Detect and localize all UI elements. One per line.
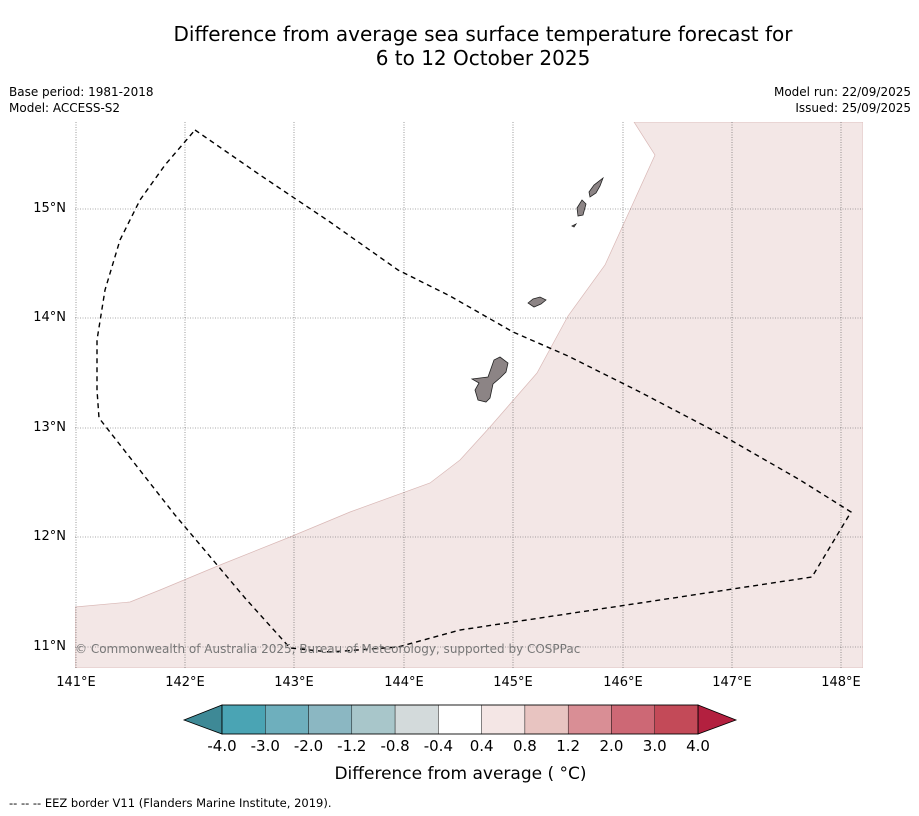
colorbar-title: Difference from average ( °C)	[334, 764, 587, 784]
lon-label-141e: 141°E	[56, 675, 96, 690]
meta-right: Model run: 22/09/2025 Issued: 25/09/2025	[774, 84, 911, 116]
colorbar-tick-label: 0.8	[512, 737, 537, 755]
island-rota	[527, 296, 547, 308]
colorbar-extend-high	[697, 704, 738, 735]
lat-label-15n: 15°N	[33, 201, 66, 216]
colorbar	[182, 704, 738, 735]
colorbar-box	[394, 704, 439, 735]
colorbar-box	[265, 704, 309, 735]
lon-label-146e: 146°E	[603, 675, 643, 690]
colorbar-box	[308, 704, 353, 735]
colorbar-box	[481, 704, 526, 735]
model-run: Model run: 22/09/2025	[773, 85, 911, 99]
colorbar-extend-low	[182, 704, 223, 735]
colorbar-tick-label: 2.0	[599, 737, 624, 755]
colorbar-box	[524, 704, 569, 735]
model-name: Model: ACCESS-S2	[9, 101, 121, 115]
island-tinian	[576, 199, 587, 217]
colorbar-box	[221, 704, 266, 735]
lat-label-11n: 11°N	[33, 639, 66, 654]
colorbar-box	[611, 704, 655, 735]
colorbar-outline	[221, 704, 699, 735]
colorbar-box	[438, 704, 482, 735]
eez-footnote: -- -- -- EEZ border V11 (Flanders Marine…	[9, 796, 332, 810]
lat-label-13n: 13°N	[33, 420, 66, 435]
colorbar-tick-label: 1.2	[556, 737, 581, 755]
title-line-1: Difference from average sea surface temp…	[173, 22, 793, 46]
colorbar-tick-label: 4.0	[686, 737, 710, 755]
colorbar-tick-label: 0.4	[469, 737, 494, 755]
islands	[470, 176, 604, 403]
colorbar-tick-label: -3.0	[250, 737, 280, 755]
island-guam	[470, 356, 509, 403]
lon-label-148e: 148°E	[821, 675, 861, 690]
lon-label-144e: 144°E	[384, 675, 424, 690]
gridlines	[75, 122, 863, 668]
colorbar-tick-label: -4.0	[207, 737, 237, 755]
lon-label-147e: 147°E	[712, 675, 752, 690]
island-saipan	[588, 176, 604, 198]
copyright-notice: © Commonwealth of Australia 2025, Bureau…	[75, 642, 581, 656]
title-line-2: 6 to 12 October 2025	[375, 46, 591, 70]
colorbar-tick-label: -1.2	[337, 737, 367, 755]
island-aguijan	[571, 222, 578, 228]
eez-border	[96, 129, 852, 653]
colorbar-tick-label: -0.8	[380, 737, 410, 755]
meta-left: Base period: 1981-2018 Model: ACCESS-S2	[9, 84, 154, 116]
map-area	[75, 122, 863, 668]
colorbar-box	[654, 704, 699, 735]
colorbar-tick-label: -0.4	[423, 737, 453, 755]
colorbar-tick-label: 3.0	[642, 737, 667, 755]
colorbar-box	[567, 704, 612, 735]
lat-label-14n: 14°N	[33, 310, 66, 325]
chart-title: Difference from average sea surface temp…	[0, 22, 919, 70]
lon-label-145e: 145°E	[493, 675, 533, 690]
colorbar-box	[351, 704, 396, 735]
lat-label-12n: 12°N	[33, 529, 66, 544]
lon-label-142e: 142°E	[165, 675, 205, 690]
colorbar-tick-label: -2.0	[293, 737, 324, 755]
warm-anomaly-region	[75, 122, 863, 668]
base-period: Base period: 1981-2018	[9, 85, 154, 99]
issued-date: Issued: 25/09/2025	[795, 101, 911, 115]
lon-label-143e: 143°E	[274, 675, 314, 690]
